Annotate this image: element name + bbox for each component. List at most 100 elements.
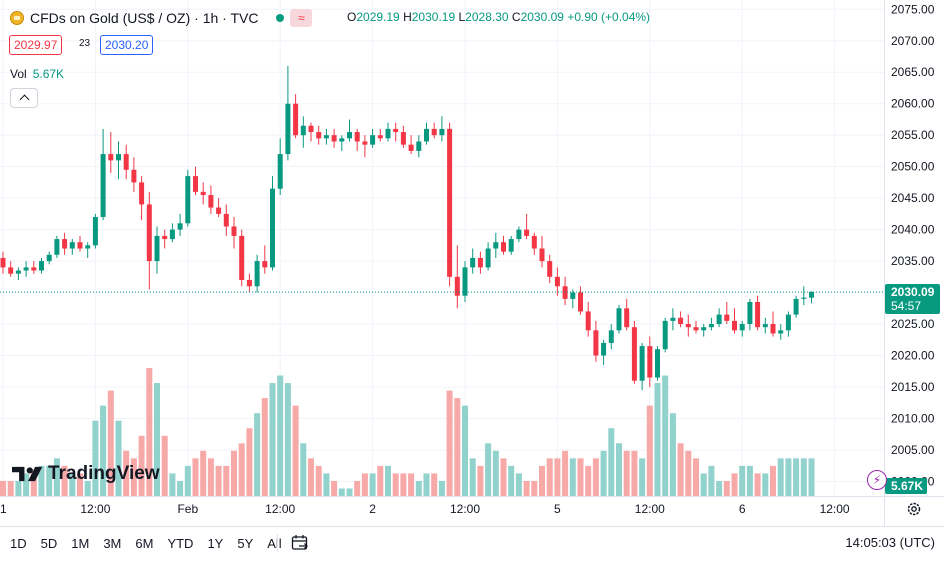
candle-body[interactable] [116, 154, 121, 161]
candle-body[interactable] [439, 128, 445, 136]
candle-body[interactable] [362, 141, 368, 145]
candle-body[interactable] [77, 242, 83, 249]
candle-body[interactable] [593, 330, 599, 356]
candle-body[interactable] [539, 248, 545, 262]
candle-body[interactable] [339, 138, 345, 142]
candle-body[interactable] [223, 213, 229, 227]
candle-body[interactable] [169, 229, 175, 240]
candle-body[interactable] [54, 239, 60, 255]
candle-body[interactable] [62, 239, 68, 249]
candle-body[interactable] [624, 308, 630, 328]
candle-body[interactable] [239, 235, 245, 280]
lightning-icon[interactable]: ⚡ [867, 470, 887, 490]
candle-body[interactable] [477, 257, 483, 268]
range-5d-button[interactable]: 5D [40, 535, 58, 551]
symbol-title[interactable]: CFDs on Gold (US$ / OZ) · 1h · TVC [30, 10, 259, 26]
candle-body[interactable] [447, 128, 453, 277]
range-1d-button[interactable]: 1D [10, 535, 27, 551]
collapse-legend-button[interactable] [10, 88, 38, 108]
candle-body[interactable] [724, 314, 730, 321]
candle-body[interactable] [524, 229, 530, 236]
candle-body[interactable] [662, 320, 668, 350]
candle-body[interactable] [424, 128, 429, 142]
candle-body[interactable] [501, 242, 506, 252]
candle-body[interactable] [631, 327, 637, 381]
candle-body[interactable] [277, 154, 283, 189]
candle-body[interactable] [208, 194, 214, 208]
candle-body[interactable] [139, 182, 145, 205]
candle-body[interactable] [578, 292, 583, 312]
candle-body[interactable] [793, 298, 799, 315]
candle-body[interactable] [716, 314, 722, 325]
candle-body[interactable] [531, 235, 537, 249]
candle-body[interactable] [601, 342, 607, 356]
candle-body[interactable] [585, 311, 591, 331]
range-5y-button[interactable]: 5Y [237, 535, 254, 551]
sell-price-button[interactable]: 2029.97 [9, 35, 63, 55]
candle-body[interactable] [732, 320, 737, 331]
candle-body[interactable] [516, 229, 522, 240]
candle-body[interactable] [470, 257, 476, 268]
range-1y-button[interactable]: 1Y [207, 535, 224, 551]
candle-body[interactable] [809, 291, 814, 298]
candle-body[interactable] [185, 176, 191, 224]
candle-body[interactable] [216, 207, 222, 214]
candle-body[interactable] [678, 317, 684, 325]
utc-clock[interactable]: 14:05:03 (UTC) [845, 535, 935, 550]
candle-body[interactable] [177, 223, 183, 230]
candle-body[interactable] [162, 235, 168, 240]
candle-body[interactable] [154, 235, 160, 262]
candle-body[interactable] [293, 103, 299, 136]
candle-body[interactable] [747, 302, 753, 325]
candle-body[interactable] [92, 217, 98, 246]
candle-body[interactable] [755, 302, 761, 328]
candle-body[interactable] [739, 324, 745, 331]
candle-body[interactable] [323, 135, 329, 139]
candle-body[interactable] [316, 132, 322, 139]
candle-body[interactable] [616, 308, 622, 331]
settings-gear-icon[interactable] [905, 500, 923, 518]
candle-body[interactable] [254, 261, 260, 287]
candle-body[interactable] [608, 330, 614, 343]
candle-body[interactable] [431, 128, 437, 136]
candle-body[interactable] [408, 144, 414, 151]
candle-body[interactable] [8, 267, 14, 274]
candle-body[interactable] [246, 279, 252, 287]
candle-body[interactable] [385, 128, 391, 139]
candle-body[interactable] [270, 188, 275, 268]
candle-body[interactable] [778, 330, 784, 334]
candle-body[interactable] [554, 276, 560, 287]
candle-body[interactable] [400, 132, 406, 145]
candle-body[interactable] [131, 169, 137, 183]
candle-body[interactable] [15, 270, 21, 274]
candle-body[interactable] [200, 191, 206, 195]
candle-body[interactable] [231, 226, 237, 236]
candle-body[interactable] [0, 257, 6, 268]
candle-body[interactable] [39, 261, 44, 271]
candle-body[interactable] [146, 204, 152, 262]
candle-body[interactable] [493, 242, 499, 249]
candle-body[interactable] [377, 135, 383, 139]
candle-body[interactable] [570, 292, 576, 299]
candle-body[interactable] [108, 154, 114, 161]
candle-body[interactable] [462, 267, 468, 296]
candle-body[interactable] [308, 125, 314, 133]
candle-body[interactable] [485, 248, 491, 268]
buy-price-button[interactable]: 2030.20 [100, 35, 154, 55]
candle-body[interactable] [647, 346, 653, 378]
candle-body[interactable] [801, 297, 807, 299]
range-ytd-button[interactable]: YTD [167, 535, 194, 551]
candle-body[interactable] [770, 324, 776, 334]
candle-body[interactable] [708, 324, 714, 328]
candle-body[interactable] [123, 154, 129, 170]
candle-body[interactable] [655, 349, 660, 378]
candle-body[interactable] [693, 327, 699, 331]
candle-body[interactable] [354, 132, 360, 142]
range-6m-button[interactable]: 6M [135, 535, 154, 551]
candle-body[interactable] [85, 245, 91, 249]
chart-canvas[interactable]: 2075.00 2070.00 2065.00 2060.00 2055.00 2050.… [0, 0, 944, 526]
candle-body[interactable] [46, 254, 52, 262]
candle-body[interactable] [31, 267, 37, 271]
range-3m-button[interactable]: 3M [103, 535, 122, 551]
candle-body[interactable] [370, 135, 376, 145]
